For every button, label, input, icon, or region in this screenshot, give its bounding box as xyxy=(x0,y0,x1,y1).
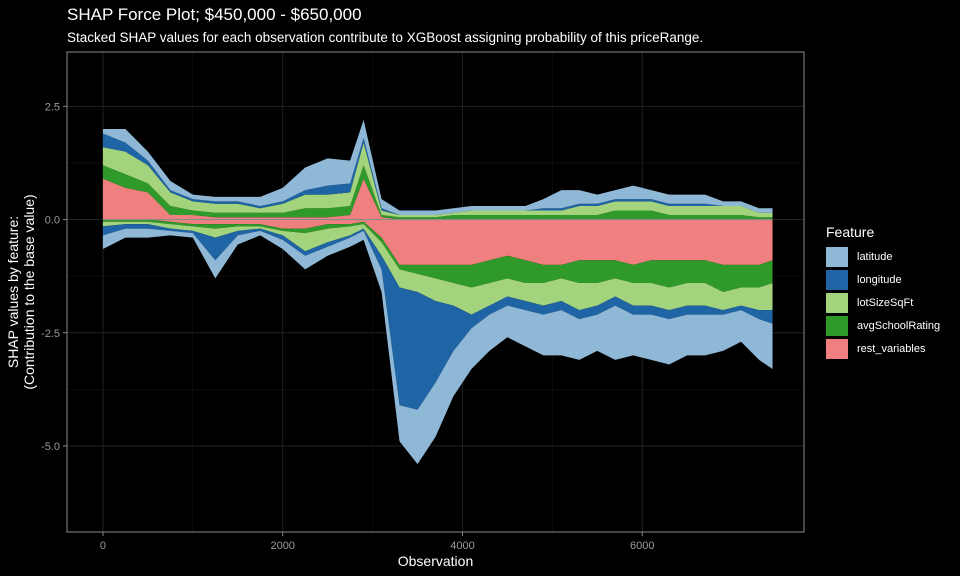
area-longitude-negative xyxy=(102,224,773,410)
legend-label: avgSchoolRating xyxy=(857,320,941,332)
legend-label: rest_variables xyxy=(857,343,926,355)
series-layer xyxy=(102,119,773,465)
legend-swatch xyxy=(826,247,848,267)
area-lotSizeSqFt-negative xyxy=(102,221,773,315)
area-lotSizeSqFt-positive xyxy=(102,142,773,218)
chart-title: SHAP Force Plot; $450,000 - $650,000 xyxy=(67,5,362,24)
legend-label: longitude xyxy=(857,274,902,286)
legend-item-avgSchoolRating: avgSchoolRating xyxy=(826,315,940,337)
y-axis-title-line: SHAP values by feature: xyxy=(5,216,21,368)
x-tick-label: 4000 xyxy=(450,540,474,552)
y-axis-title: SHAP values by feature:(Contribution to … xyxy=(5,194,37,389)
series-lotSizeSqFt xyxy=(102,142,773,315)
x-tick-label: 0 xyxy=(100,540,106,552)
x-tick-label: 2000 xyxy=(270,540,294,552)
plot-border xyxy=(66,51,805,533)
area-rest_variables-negative xyxy=(102,219,773,265)
area-latitude-negative xyxy=(102,228,773,465)
y-tick-label: -2.5 xyxy=(41,328,60,340)
y-axis-title-line: (Contribution to the base value) xyxy=(21,194,37,389)
axes-layer: 0 2000 4000 6000 -5.0 -2.5 0.0 2.5 Observation SH… xyxy=(5,51,805,569)
legend-item-latitude: latitude xyxy=(826,246,892,268)
legend-swatch xyxy=(826,316,848,336)
x-axis-title: Observation xyxy=(398,553,473,569)
series-latitude xyxy=(102,119,773,465)
y-tick-label: 2.5 xyxy=(45,101,60,113)
series-rest_variables xyxy=(102,178,773,265)
legend-label: latitude xyxy=(857,251,893,263)
legend-item-longitude: longitude xyxy=(826,269,902,291)
area-rest_variables-positive xyxy=(102,178,773,220)
legend-swatch xyxy=(826,270,848,290)
y-tick-label: -5.0 xyxy=(41,441,60,453)
y-tick-label: 0.0 xyxy=(45,215,60,227)
legend-swatch xyxy=(826,339,848,359)
legend-swatch xyxy=(826,293,848,313)
legend-title: Feature xyxy=(826,224,875,240)
legend-item-lotSizeSqFt: lotSizeSqFt xyxy=(826,292,913,314)
legend-item-rest_variables: rest_variables xyxy=(826,338,925,360)
area-avgSchoolRating-negative xyxy=(102,219,773,292)
area-avgSchoolRating-positive xyxy=(102,165,773,220)
x-tick-label: 6000 xyxy=(630,540,654,552)
chart-subtitle: Stacked SHAP values for each observation… xyxy=(67,30,704,45)
series-longitude xyxy=(102,133,773,410)
series-avgSchoolRating xyxy=(102,165,773,292)
legend-label: lotSizeSqFt xyxy=(857,297,914,309)
